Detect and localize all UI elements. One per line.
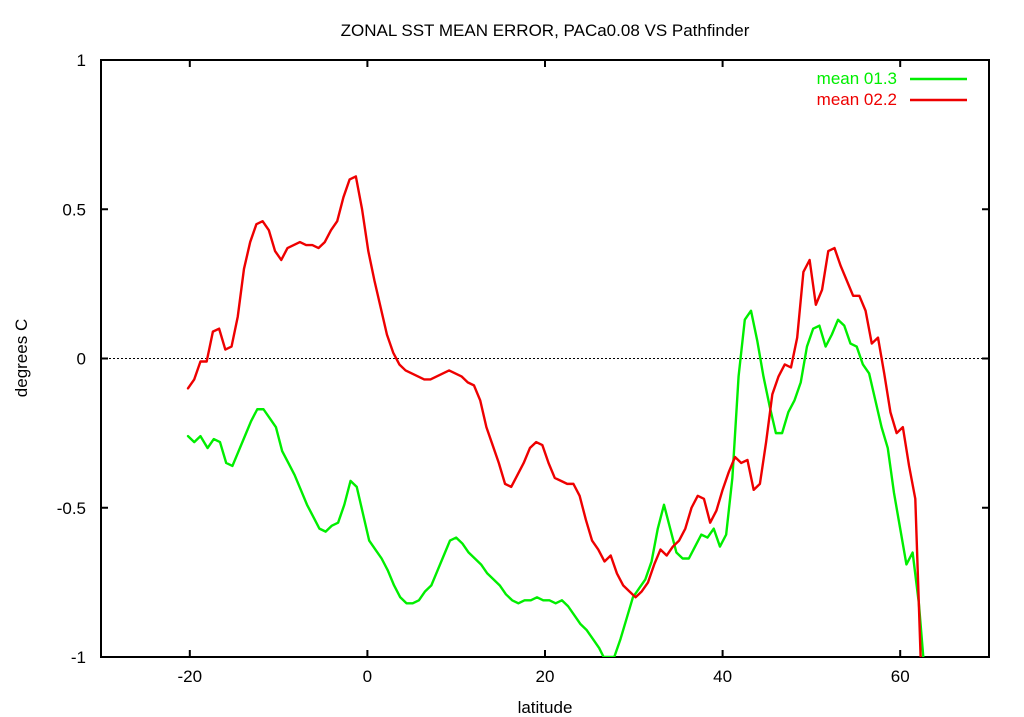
series-line-2 bbox=[186, 175, 922, 657]
y-tick-label: -0.5 bbox=[57, 499, 86, 518]
series-line-1 bbox=[186, 309, 925, 657]
x-tick-label: 20 bbox=[536, 667, 555, 686]
y-tick-label: -1 bbox=[71, 648, 86, 667]
x-axis-label: latitude bbox=[518, 698, 573, 717]
x-tick-label: 60 bbox=[891, 667, 910, 686]
legend: mean 01.3 mean 02.2 bbox=[817, 69, 967, 109]
x-tick-label: 40 bbox=[713, 667, 732, 686]
x-tick-label: 0 bbox=[363, 667, 372, 686]
y-tick-label: 1 bbox=[77, 51, 86, 70]
y-tick-label: 0.5 bbox=[62, 200, 86, 219]
y-axis-label: degrees C bbox=[12, 319, 31, 397]
x-tick-label: -20 bbox=[178, 667, 203, 686]
y-tick-label: 0 bbox=[77, 350, 86, 369]
legend-label-2: mean 02.2 bbox=[817, 90, 897, 109]
chart-title: ZONAL SST MEAN ERROR, PACa0.08 VS Pathfi… bbox=[341, 21, 750, 40]
legend-label-1: mean 01.3 bbox=[817, 69, 897, 88]
plot-elements: -20 0 20 40 60 -1 -0.5 0 0.5 1 bbox=[57, 51, 990, 686]
